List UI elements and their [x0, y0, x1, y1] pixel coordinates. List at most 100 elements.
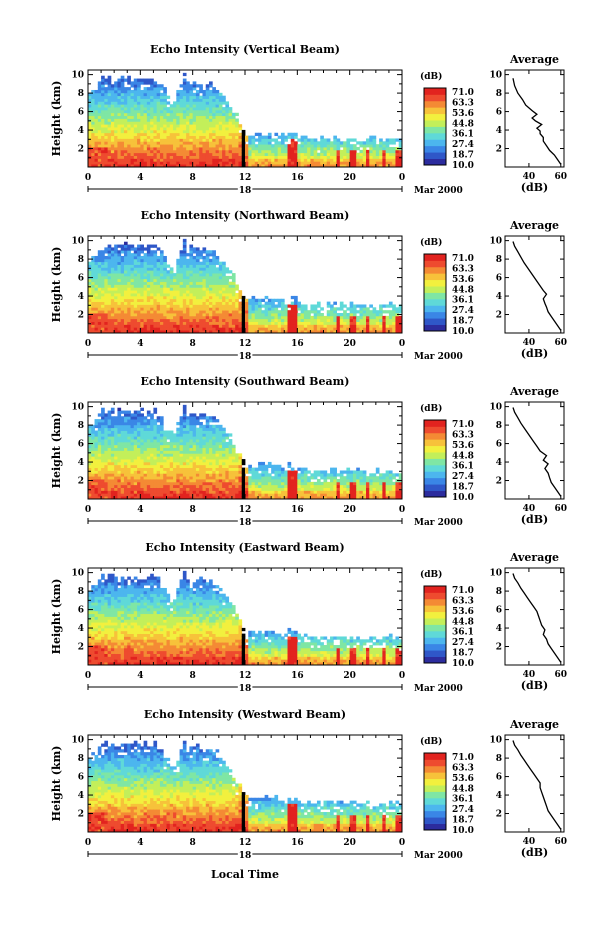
heatmap-cell [147, 287, 151, 290]
heatmap-cell [104, 147, 108, 150]
heatmap-cell [202, 262, 206, 265]
heatmap-cell [144, 313, 148, 316]
heatmap-cell [373, 136, 377, 139]
heatmap-cell [134, 436, 138, 439]
heatmap-cell [189, 482, 193, 485]
heatmap-cell [117, 144, 121, 147]
heatmap-cell [180, 456, 184, 459]
heatmap-cell [294, 299, 298, 302]
heatmap-cell [127, 144, 131, 147]
heatmap-cell [356, 319, 360, 322]
heatmap-cell [98, 428, 102, 431]
heatmap-cell [108, 93, 112, 96]
heatmap-cell [160, 304, 164, 307]
heatmap-cell [108, 119, 112, 122]
heatmap-cell [137, 296, 141, 299]
heatmap-cell [134, 267, 138, 270]
heatmap-cell [382, 324, 386, 327]
heatmap-cell [288, 147, 292, 150]
heatmap-cell [278, 150, 282, 153]
heatmap-cell [173, 279, 177, 282]
heatmap-cell [114, 267, 118, 270]
heatmap-cell [127, 138, 131, 141]
heatmap-cell [173, 433, 177, 436]
heatmap-cell [216, 476, 220, 479]
heatmap-cell [288, 313, 292, 316]
heatmap-cell [108, 265, 112, 268]
heatmap-cell [202, 130, 206, 133]
heatmap-cell [193, 302, 197, 305]
heatmap-cell [114, 473, 118, 476]
heatmap-cell [91, 428, 95, 431]
heatmap-cell [167, 482, 171, 485]
heatmap-cell [150, 322, 154, 325]
heatmap-cell [199, 307, 203, 310]
heatmap-cell [288, 327, 292, 330]
heatmap-cell [104, 87, 108, 90]
heatmap-cell [225, 110, 229, 113]
heatmap-cell [242, 322, 246, 325]
heatmap-cell [288, 156, 292, 159]
colorbar-label: 27.4 [452, 140, 474, 150]
heatmap-cell [199, 84, 203, 87]
heatmap-cell [144, 310, 148, 313]
heatmap-cell [183, 144, 187, 147]
heatmap-cell [167, 265, 171, 268]
heatmap-cell [134, 482, 138, 485]
heatmap-cell [176, 130, 180, 133]
x-tick-label: 8 [190, 339, 196, 349]
heatmap-cell [297, 302, 301, 305]
heatmap-cell [153, 147, 157, 150]
heatmap-cell [176, 119, 180, 122]
colorbar-swatch [424, 267, 446, 274]
heatmap-cell [219, 141, 223, 144]
heatmap-cell [160, 270, 164, 273]
heatmap-cell [314, 310, 318, 313]
heatmap-cell [167, 156, 171, 159]
heatmap-cell [196, 285, 200, 288]
heatmap-cell [131, 276, 135, 279]
heatmap-cell [232, 156, 236, 159]
heatmap-cell [147, 473, 151, 476]
heatmap-cell [202, 104, 206, 107]
heatmap-cell [209, 476, 213, 479]
heatmap-cell [242, 153, 246, 156]
heatmap-cell [183, 116, 187, 119]
heatmap-cell [134, 416, 138, 419]
heatmap-cell [144, 493, 148, 496]
heatmap-cell [333, 147, 337, 150]
heatmap-cell [209, 119, 213, 122]
heatmap-cell [131, 279, 135, 282]
heatmap-cell [131, 156, 135, 159]
heatmap-cell [274, 319, 278, 322]
heatmap-cell [153, 150, 157, 153]
heatmap-cell [131, 147, 135, 150]
heatmap-cell [199, 96, 203, 99]
heatmap-cell [117, 456, 121, 459]
heatmap-cell [144, 433, 148, 436]
heatmap-cell [333, 156, 337, 159]
heatmap-cell [310, 144, 314, 147]
panel-1: Echo Intensity (Vertical Beam)108642Heig… [50, 43, 567, 196]
heatmap-cell [157, 147, 161, 150]
heatmap-cell [193, 313, 197, 316]
heatmap-cell [144, 322, 148, 325]
heatmap-cell [193, 296, 197, 299]
heatmap-cell [346, 147, 350, 150]
heatmap-cell [111, 119, 115, 122]
heatmap-cell [121, 245, 125, 248]
heatmap-cell [186, 453, 190, 456]
heatmap-cell [281, 302, 285, 305]
heatmap-cell [268, 147, 272, 150]
heatmap-cell [216, 307, 220, 310]
heatmap-cell [167, 470, 171, 473]
heatmap-cell [140, 493, 144, 496]
heatmap-cell [111, 302, 115, 305]
heatmap-cell [202, 445, 206, 448]
heatmap-cell [389, 158, 393, 161]
heatmap-cell [98, 299, 102, 302]
heatmap-cell [111, 459, 115, 462]
heatmap-cell [108, 96, 112, 99]
heatmap-cell [278, 144, 282, 147]
heatmap-cell [301, 147, 305, 150]
